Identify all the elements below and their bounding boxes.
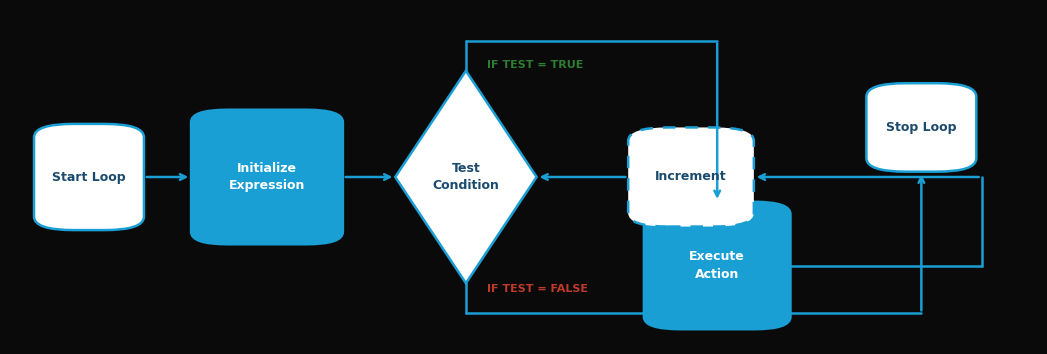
Text: Increment: Increment [655, 171, 727, 183]
FancyBboxPatch shape [628, 127, 754, 227]
FancyBboxPatch shape [867, 83, 976, 172]
Text: Start Loop: Start Loop [52, 171, 126, 183]
FancyBboxPatch shape [191, 110, 343, 244]
Polygon shape [396, 71, 536, 283]
Text: Test
Condition: Test Condition [432, 162, 499, 192]
FancyBboxPatch shape [644, 202, 790, 329]
Text: IF TEST = TRUE: IF TEST = TRUE [487, 61, 583, 70]
FancyBboxPatch shape [35, 124, 144, 230]
Text: Stop Loop: Stop Loop [886, 121, 957, 134]
Text: Initialize
Expression: Initialize Expression [229, 162, 305, 192]
Text: Execute
Action: Execute Action [689, 251, 745, 280]
Text: IF TEST = FALSE: IF TEST = FALSE [487, 284, 587, 293]
